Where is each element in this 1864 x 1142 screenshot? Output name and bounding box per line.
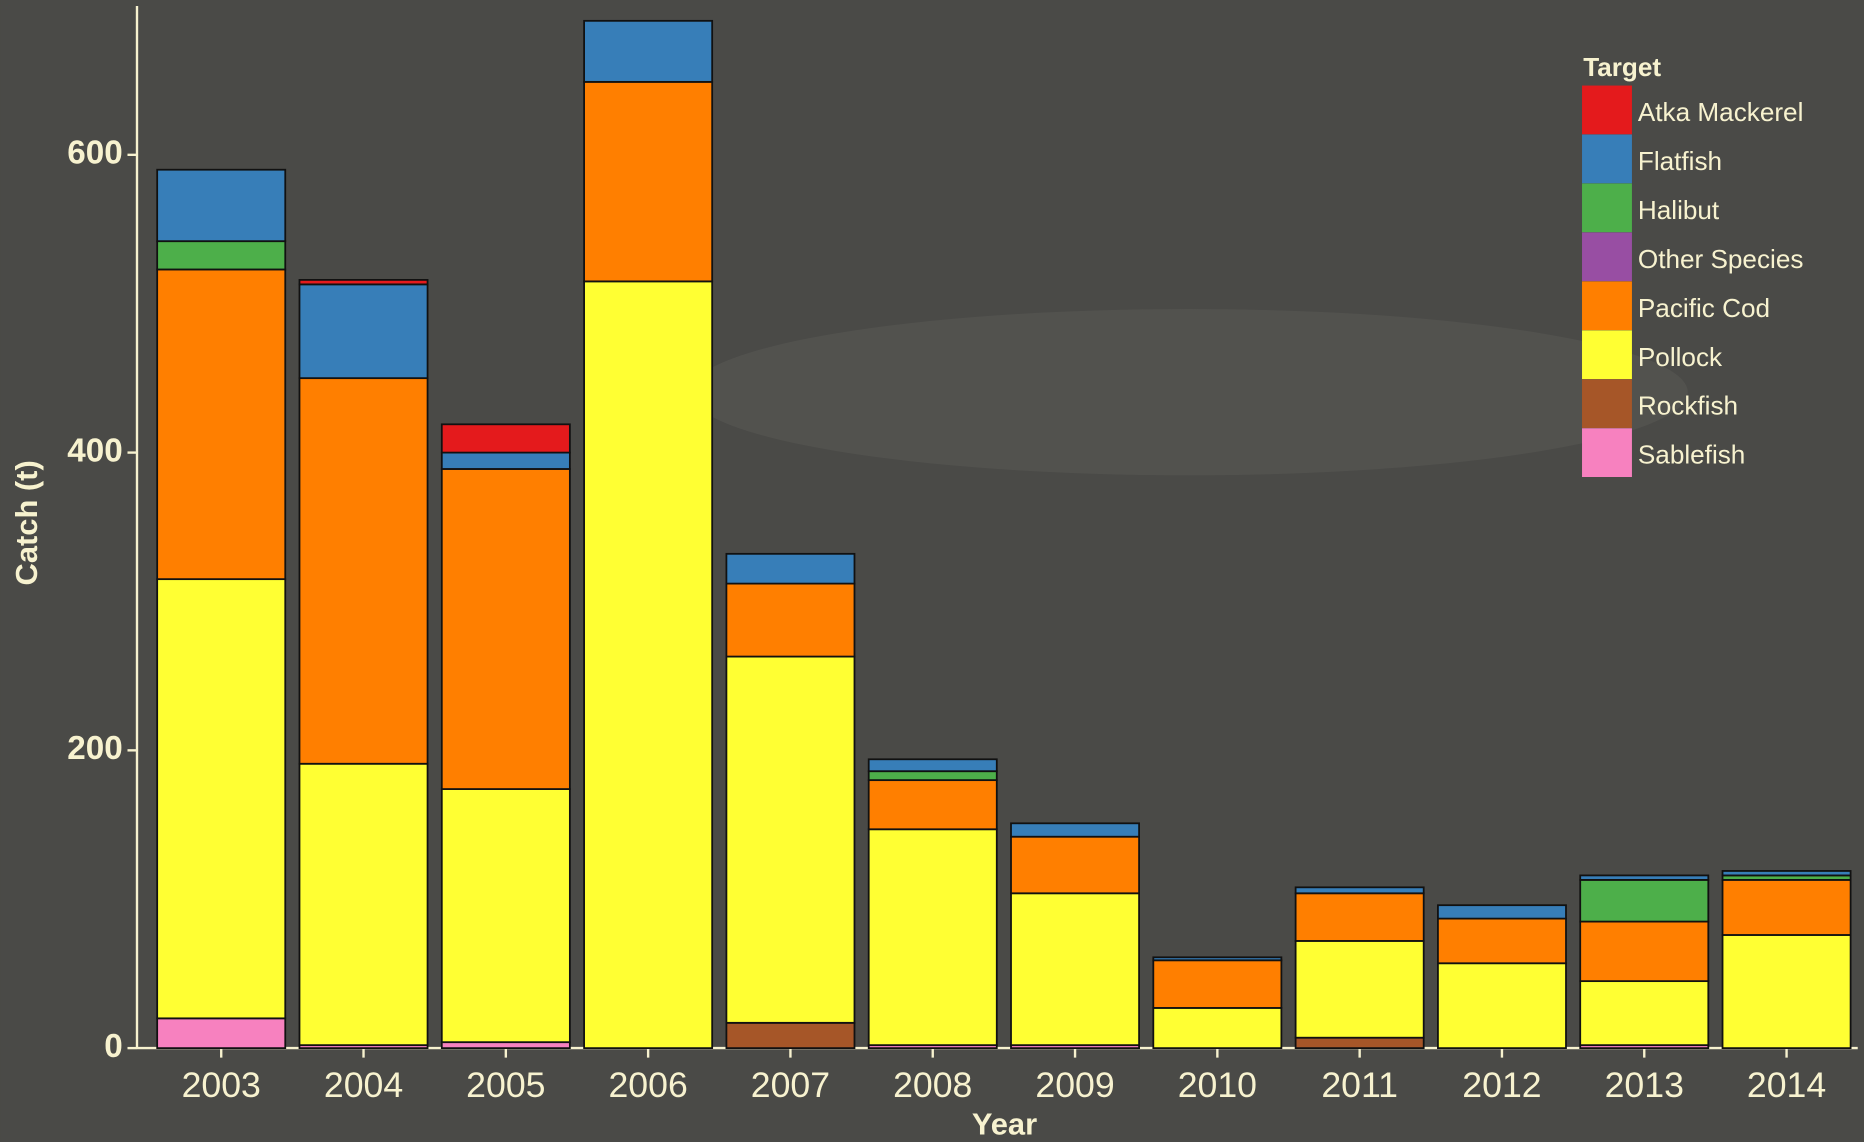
bar-segment (1721, 870, 1852, 877)
x-tick-label: 2014 (1747, 1065, 1826, 1105)
x-tick-label: 2009 (1035, 1065, 1114, 1105)
legend-key (1582, 232, 1632, 282)
bar-segment (1152, 1007, 1283, 1050)
legend-label: Sablefish (1638, 440, 1745, 470)
x-tick-label: 2011 (1321, 1065, 1398, 1105)
bar-segment (1579, 874, 1710, 881)
legend-key (1582, 330, 1632, 380)
bar-segment (1152, 956, 1283, 962)
bar-segment (1294, 940, 1425, 1039)
legend-label: Atka Mackerel (1638, 97, 1804, 127)
x-tick-label: 2013 (1605, 1065, 1684, 1105)
bar-segment (1010, 835, 1140, 895)
y-tick-label: 200 (67, 730, 123, 767)
bar-segment (1721, 878, 1852, 936)
legend-key (1582, 379, 1632, 429)
bar-segment (1152, 959, 1283, 1009)
bar-segment (440, 788, 571, 1044)
x-tick-label: 2006 (608, 1065, 687, 1105)
bar-segment (725, 655, 856, 1024)
bar-segment (1437, 917, 1567, 965)
y-tick-label: 0 (104, 1028, 123, 1065)
legend-key (1582, 85, 1632, 135)
bar-segment (440, 423, 571, 454)
bar-segment (1579, 980, 1710, 1047)
bar-segment (583, 80, 714, 283)
legend-label: Pacific Cod (1638, 293, 1770, 323)
legend-label: Other Species (1638, 244, 1804, 274)
bar-segment (156, 168, 287, 243)
bar-segment (1010, 822, 1140, 838)
x-tick-label: 2010 (1178, 1065, 1257, 1105)
legend-key (1582, 183, 1632, 233)
bar-segment (867, 828, 998, 1047)
x-tick-label: 2003 (182, 1065, 261, 1105)
bar-segment (725, 1021, 856, 1050)
legend-label: Pollock (1638, 342, 1723, 372)
x-tick-label: 2007 (751, 1065, 830, 1105)
bar-segment (583, 280, 714, 1050)
y-tick-label: 600 (67, 135, 123, 172)
bar-segment (298, 377, 429, 765)
x-tick-label: 2004 (324, 1065, 403, 1105)
bar-segment (867, 758, 998, 773)
bar-segment (867, 770, 998, 782)
bar-segment (867, 779, 998, 831)
legend-key (1582, 134, 1632, 184)
background-fish (689, 308, 1688, 476)
y-tick-label: 400 (67, 432, 123, 469)
bar-segment (440, 468, 571, 790)
bar-segment (440, 1041, 571, 1050)
x-tick-label: 2005 (466, 1065, 545, 1105)
bar-segment (156, 1017, 287, 1050)
bar-segment (725, 552, 856, 585)
bar-segment (298, 762, 429, 1047)
legend-label: Flatfish (1638, 146, 1722, 176)
bar-segment (298, 283, 429, 380)
bar-segment (1294, 1036, 1425, 1050)
legend-title: Target (1583, 52, 1661, 82)
x-tick-label: 2008 (893, 1065, 972, 1105)
bar-segment (1721, 934, 1852, 1050)
bar-segment (156, 268, 287, 581)
legend-key (1582, 281, 1632, 331)
bar-segment (440, 451, 571, 470)
y-axis-title: Catch (t) (9, 460, 44, 585)
bar-segment (1437, 904, 1567, 920)
bar-segment (725, 582, 856, 658)
x-tick-label: 2012 (1462, 1065, 1541, 1105)
x-axis-title: Year (972, 1107, 1037, 1142)
bar-segment (1579, 920, 1710, 983)
bar-segment (156, 578, 287, 1020)
bar-segment (156, 240, 287, 271)
bar-segment (1294, 892, 1425, 942)
bar-segment (1294, 886, 1425, 895)
legend-label: Rockfish (1638, 391, 1738, 421)
legend-label: Halibut (1638, 195, 1720, 225)
bar-segment (583, 19, 714, 83)
bar-segment (1437, 962, 1567, 1050)
bar-segment (1579, 878, 1710, 923)
legend-key (1582, 428, 1632, 478)
bar-segment (298, 278, 429, 286)
bar-segment (1010, 892, 1140, 1047)
